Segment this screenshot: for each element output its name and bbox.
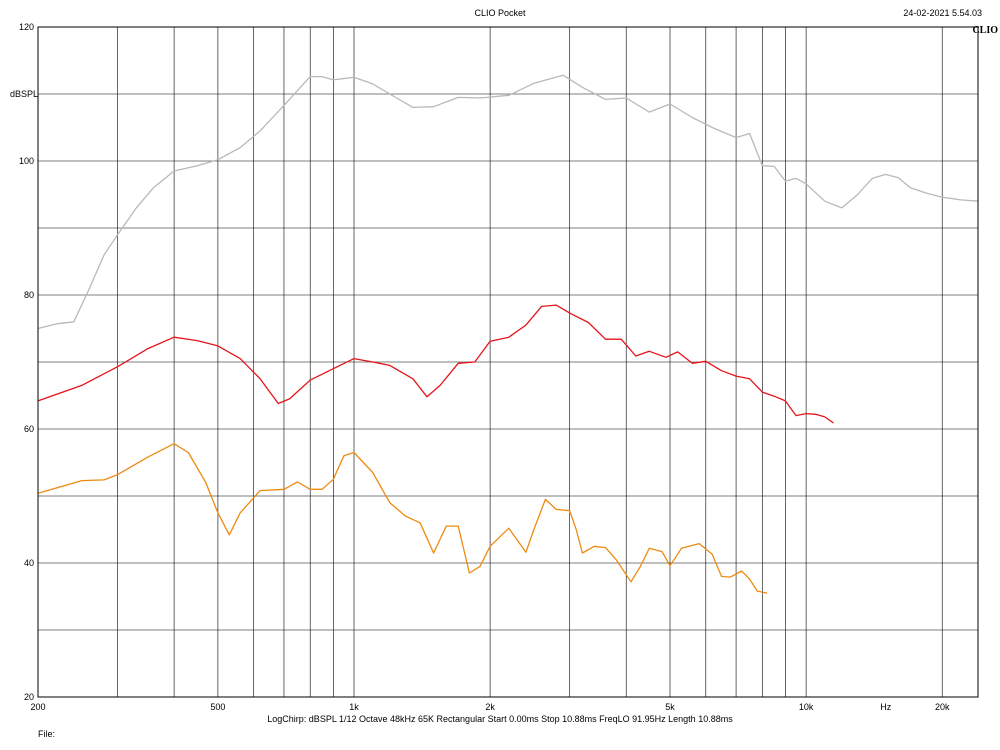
x-tick-label: 2k: [485, 702, 495, 712]
series-2-curve: [37, 304, 834, 424]
measurement-settings: LogChirp: dBSPL 1/12 Octave 48kHz 65K Re…: [267, 714, 733, 724]
x-tick-label: 500: [210, 702, 225, 712]
curves: [37, 74, 979, 594]
x-tick-label: 5k: [665, 702, 675, 712]
chart-title: CLIO Pocket: [474, 8, 526, 18]
series-3-curve: [37, 443, 768, 594]
plot-frame: [37, 26, 979, 698]
y-axis-label: dBSPL: [10, 89, 39, 99]
x-tick-label: Hz: [880, 702, 891, 712]
y-tick-label: 100: [19, 156, 34, 166]
x-tick-label: 10k: [799, 702, 814, 712]
y-tick-label: 60: [24, 424, 34, 434]
grid: [38, 26, 978, 698]
y-tick-label: 40: [24, 558, 34, 568]
timestamp: 24-02-2021 5.54.03: [903, 8, 982, 18]
x-tick-label: 200: [30, 702, 45, 712]
file-label: File:: [38, 729, 56, 739]
clio-logo: CLIO: [972, 25, 998, 36]
y-tick-label: 120: [19, 22, 34, 32]
y-tick-label: 80: [24, 290, 34, 300]
x-tick-labels: 200 500 1k 2k 5k 10k Hz 20k: [30, 702, 949, 712]
series-1-curve: [37, 74, 979, 330]
x-tick-label: 1k: [349, 702, 359, 712]
y-tick-label: 20: [24, 692, 34, 702]
y-tick-labels: 20 40 60 80 100 120: [19, 22, 34, 702]
x-tick-label: 20k: [935, 702, 950, 712]
